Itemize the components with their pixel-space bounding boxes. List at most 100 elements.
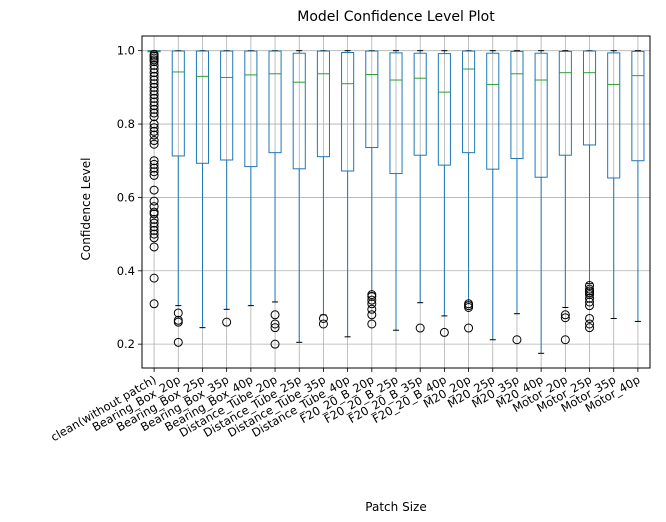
box-iqr (195, 50, 210, 164)
outlier-point (149, 126, 159, 136)
outlier-point (149, 82, 159, 92)
outlier-point (149, 196, 159, 206)
y-axis-label: Confidence Level (79, 158, 93, 261)
outlier-point (149, 101, 159, 111)
outlier-point (149, 139, 159, 149)
outlier-point (149, 229, 159, 239)
outlier-point (318, 313, 328, 323)
box-iqr (558, 50, 572, 156)
box-group (486, 50, 500, 341)
box-group (244, 50, 258, 307)
outlier-point (560, 313, 570, 323)
outlier-point (173, 308, 183, 318)
y-tick-label: 1.0 (117, 44, 135, 58)
outlier-point (149, 97, 159, 107)
outlier-point (585, 301, 595, 311)
box-group (220, 50, 234, 327)
box-iqr (534, 52, 548, 178)
box-iqr (582, 50, 597, 146)
box-iqr (462, 50, 476, 154)
outlier-point (270, 339, 280, 349)
outlier-point (149, 93, 159, 103)
outlier-point (512, 335, 522, 345)
outlier-point (149, 71, 159, 81)
outlier-point (464, 299, 474, 309)
outlier-point (173, 315, 183, 325)
outlier-point (585, 297, 595, 307)
box-iqr (341, 52, 355, 172)
outlier-point (149, 202, 159, 212)
box-group (389, 50, 403, 331)
outlier-point (585, 319, 595, 329)
outlier-point (149, 185, 159, 195)
box-group (510, 50, 524, 345)
outlier-point (367, 290, 377, 300)
box-group (171, 50, 185, 347)
outlier-point (560, 335, 570, 345)
outlier-point (585, 323, 595, 333)
outlier-point (149, 86, 159, 96)
outlier-point (149, 104, 159, 114)
outlier-point (149, 156, 159, 166)
outlier-point (585, 293, 595, 303)
outlier-point (585, 284, 595, 294)
y-tick-label: 0.8 (117, 117, 135, 131)
box-iqr (171, 50, 185, 157)
box-group (462, 50, 476, 333)
outlier-point (149, 163, 159, 173)
box-group (582, 50, 597, 333)
plot-frame (141, 35, 651, 369)
box-iqr (244, 50, 258, 168)
box-group (413, 50, 427, 333)
outlier-point (149, 119, 159, 129)
box-group (607, 50, 621, 319)
outlier-point (367, 310, 377, 320)
outlier-point (149, 49, 159, 59)
box-iqr (413, 52, 427, 156)
box-iqr (486, 52, 500, 170)
outlier-point (149, 233, 159, 243)
outlier-point (149, 167, 159, 177)
box-iqr (607, 52, 621, 179)
outlier-point (585, 280, 595, 290)
box-iqr (220, 50, 234, 161)
outlier-point (270, 310, 280, 320)
outlier-point (149, 159, 159, 169)
outlier-point (149, 222, 159, 232)
box-group (147, 49, 161, 309)
outlier-point (367, 304, 377, 314)
outlier-point (149, 130, 159, 140)
outlier-point (439, 327, 449, 337)
outlier-point (464, 323, 474, 333)
outlier-point (149, 60, 159, 70)
box-group (534, 50, 548, 354)
outlier-point (560, 310, 570, 320)
outlier-point (415, 323, 425, 333)
outlier-point (149, 108, 159, 118)
box-iqr (437, 53, 451, 166)
outlier-point (367, 295, 377, 305)
box-group (365, 50, 379, 329)
box-group (341, 50, 355, 338)
y-tick-label: 0.4 (117, 264, 135, 278)
outlier-point (149, 170, 159, 180)
box-group (631, 50, 645, 322)
outlier-point (149, 136, 159, 146)
outlier-point (222, 317, 232, 327)
outlier-point (149, 64, 159, 74)
x-axis-label: Patch Size (365, 500, 426, 514)
box-iqr (631, 50, 645, 162)
box-iqr (316, 50, 330, 158)
outlier-point (149, 79, 159, 89)
outlier-point (318, 319, 328, 329)
box-iqr (510, 50, 524, 160)
y-tick-label: 0.6 (117, 190, 135, 204)
boxes-layer (147, 49, 645, 354)
outlier-point (270, 319, 280, 329)
outlier-point (367, 319, 377, 329)
outlier-point (149, 214, 159, 224)
box-group (437, 50, 451, 337)
outlier-point (149, 112, 159, 122)
